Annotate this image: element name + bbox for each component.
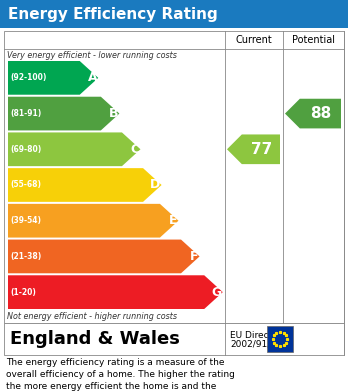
Polygon shape: [285, 99, 341, 128]
Text: Not energy efficient - higher running costs: Not energy efficient - higher running co…: [7, 312, 177, 321]
Polygon shape: [8, 168, 161, 202]
Text: England & Wales: England & Wales: [10, 330, 180, 348]
Polygon shape: [8, 97, 119, 131]
Text: 2002/91/EC: 2002/91/EC: [230, 339, 282, 348]
Bar: [0, 0, 348, 28]
Text: (92-100): (92-100): [10, 74, 46, 83]
Text: D: D: [150, 179, 160, 192]
Polygon shape: [8, 204, 179, 238]
Text: (39-54): (39-54): [10, 216, 41, 225]
Polygon shape: [8, 275, 223, 309]
Text: Energy Efficiency Rating: Energy Efficiency Rating: [8, 7, 218, 22]
Text: (81-91): (81-91): [10, 109, 41, 118]
Text: 88: 88: [310, 106, 332, 121]
Text: 77: 77: [251, 142, 272, 157]
Text: (69-80): (69-80): [10, 145, 41, 154]
Text: F: F: [190, 250, 199, 263]
Text: Potential: Potential: [292, 35, 335, 45]
Polygon shape: [8, 133, 141, 166]
Polygon shape: [227, 135, 280, 164]
Text: EU Directive: EU Directive: [230, 330, 286, 339]
Bar: [4, 323, 344, 355]
Bar: [4, 31, 344, 323]
Bar: [267, 326, 293, 352]
Text: (1-20): (1-20): [10, 288, 36, 297]
Text: (55-68): (55-68): [10, 181, 41, 190]
Polygon shape: [8, 240, 199, 273]
Text: (21-38): (21-38): [10, 252, 41, 261]
Text: C: C: [130, 143, 140, 156]
Polygon shape: [8, 61, 98, 95]
Text: Current: Current: [236, 35, 272, 45]
Text: A: A: [88, 71, 97, 84]
Text: The energy efficiency rating is a measure of the
overall efficiency of a home. T: The energy efficiency rating is a measur…: [6, 358, 235, 391]
Text: G: G: [212, 286, 222, 299]
Text: Very energy efficient - lower running costs: Very energy efficient - lower running co…: [7, 51, 177, 60]
Text: E: E: [169, 214, 177, 227]
Text: B: B: [109, 107, 118, 120]
